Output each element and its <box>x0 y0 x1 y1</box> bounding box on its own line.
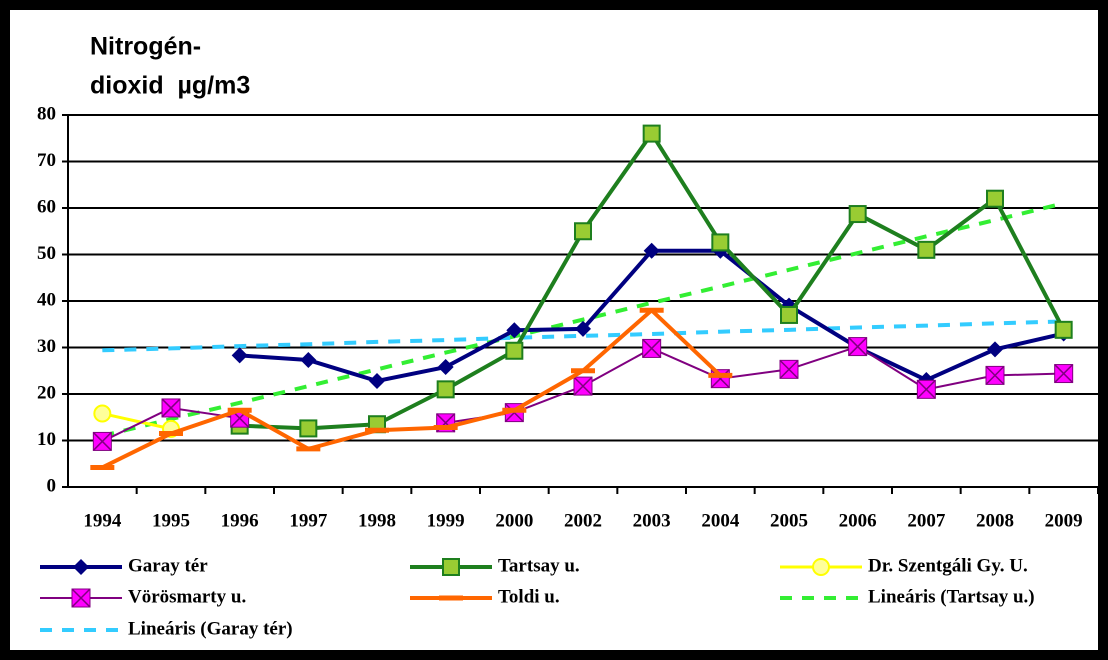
series-marker <box>92 431 112 451</box>
legend-label: Lineáris (Garay tér) <box>128 618 293 639</box>
series-line <box>101 201 1065 438</box>
legend-label: Lineáris (Tartsay u.) <box>868 586 1035 607</box>
x-tick-label: 2005 <box>770 510 808 531</box>
series-marker <box>642 338 662 358</box>
legend-label: Garay tér <box>128 555 208 576</box>
y-tick-label: 10 <box>37 429 56 450</box>
series-marker <box>505 341 524 360</box>
y-tick-label: 0 <box>47 475 57 496</box>
series-marker <box>987 341 1003 358</box>
legend-marker <box>71 588 91 608</box>
series-line <box>102 319 1064 353</box>
series-marker <box>710 369 730 389</box>
series-marker <box>848 205 867 224</box>
series-marker <box>300 352 317 369</box>
y-tick-label: 30 <box>37 336 56 357</box>
legend-label: Vörösmarty u. <box>128 586 246 607</box>
x-tick-label: 2008 <box>976 510 1014 531</box>
series-marker <box>436 380 455 399</box>
series-line <box>101 308 722 470</box>
legend-marker <box>812 558 830 576</box>
series-marker <box>711 233 730 252</box>
series-marker <box>575 320 591 337</box>
y-axis-label: Nitrogén- <box>90 33 201 61</box>
series-marker <box>573 376 593 396</box>
y-axis-label: dioxid µg/m3 <box>90 72 250 100</box>
series-marker <box>642 124 661 143</box>
series-marker <box>848 337 868 357</box>
x-tick-label: 1997 <box>289 510 328 531</box>
series-marker <box>231 347 248 364</box>
y-tick-label: 80 <box>37 103 56 124</box>
series-marker <box>437 359 454 376</box>
series-marker <box>574 222 592 241</box>
series-marker <box>93 404 112 423</box>
series-marker <box>369 372 385 389</box>
series-marker <box>643 242 660 259</box>
series-marker <box>986 189 1004 208</box>
x-tick-label: 2000 <box>495 510 533 531</box>
y-tick-label: 20 <box>37 382 56 403</box>
x-tick-label: 1995 <box>152 510 190 531</box>
series-marker <box>506 322 523 339</box>
x-tick-label: 2002 <box>564 510 602 531</box>
x-tick-label: 1996 <box>221 510 259 531</box>
x-tick-label: 2009 <box>1045 510 1083 531</box>
series-marker <box>917 240 936 259</box>
y-tick-label: 60 <box>37 196 56 217</box>
series-marker <box>1054 364 1074 384</box>
series-marker <box>779 359 799 379</box>
y-tick-label: 70 <box>37 150 56 171</box>
legend-label: Dr. Szentgáli Gy. U. <box>868 555 1028 576</box>
y-tick-label: 50 <box>37 243 56 264</box>
x-tick-label: 2004 <box>701 510 740 531</box>
x-tick-label: 2003 <box>633 510 671 531</box>
legend-marker <box>442 558 460 576</box>
series-marker <box>161 398 181 418</box>
series-marker <box>916 379 936 399</box>
series-marker <box>985 365 1005 385</box>
series-marker <box>299 419 318 438</box>
legend-label: Tartsay u. <box>498 555 580 576</box>
series-marker <box>1054 320 1073 339</box>
legend-marker <box>73 559 89 575</box>
y-tick-label: 40 <box>37 289 56 310</box>
series-marker <box>780 305 798 324</box>
x-tick-label: 1994 <box>83 510 122 531</box>
legend-label: Toldi u. <box>498 586 560 607</box>
x-tick-label: 1998 <box>358 510 396 531</box>
x-tick-label: 2007 <box>907 510 946 531</box>
x-tick-label: 1999 <box>427 510 465 531</box>
x-tick-label: 2006 <box>839 510 877 531</box>
series-line <box>102 412 172 431</box>
